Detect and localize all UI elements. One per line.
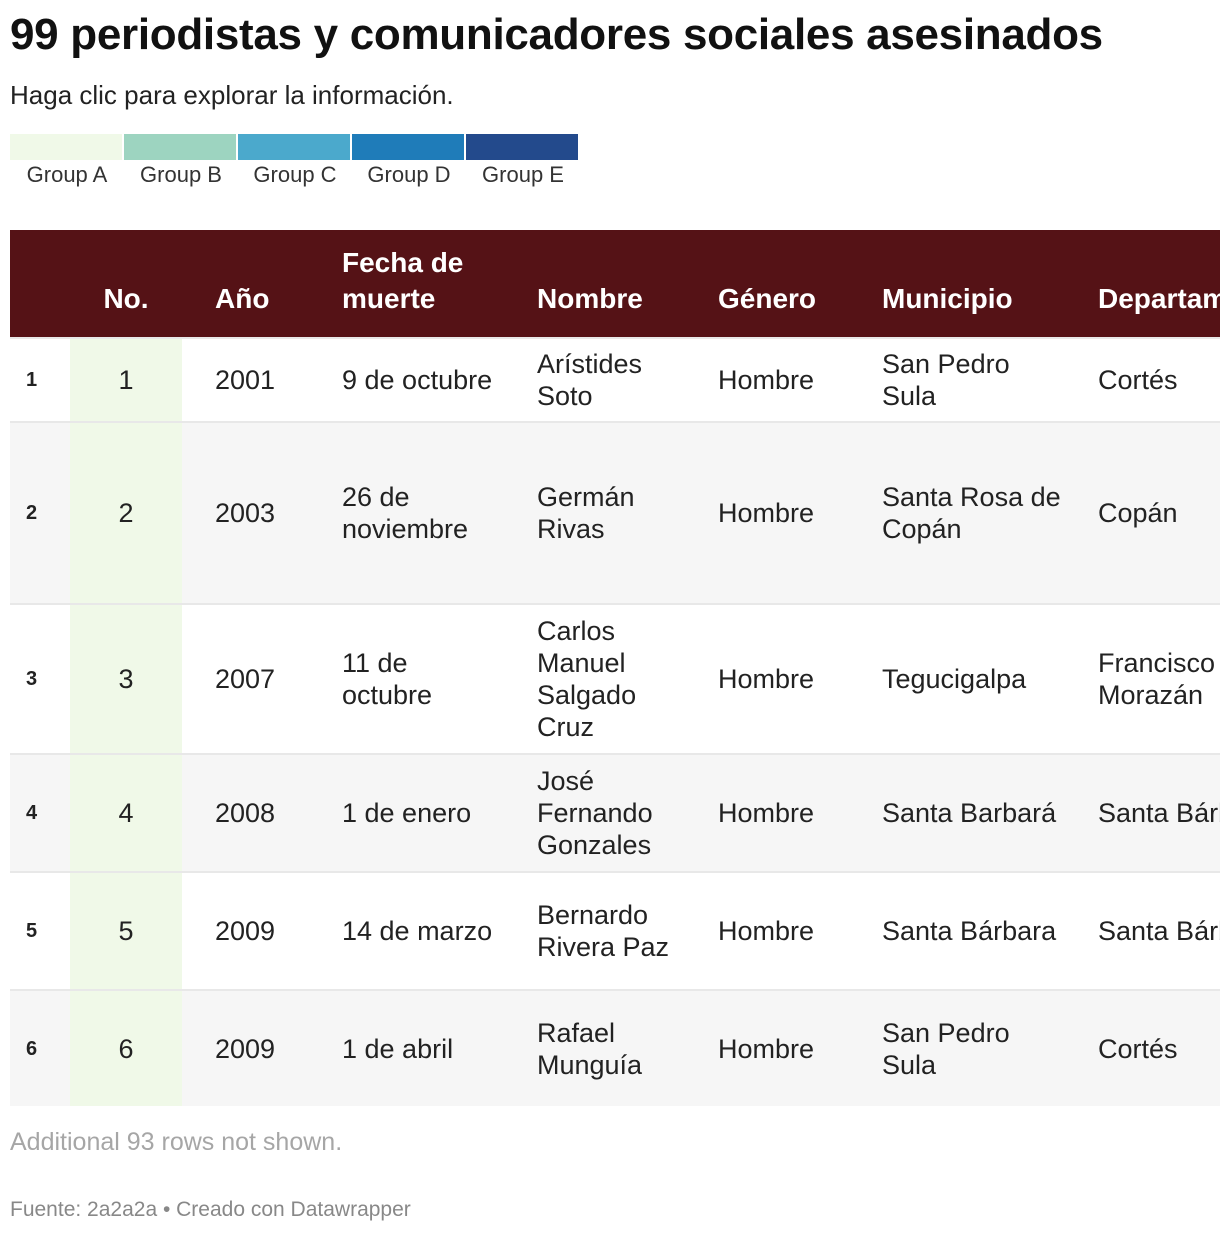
cell-no: 1 xyxy=(70,337,182,422)
legend-label: Group D xyxy=(367,162,451,187)
data-table: No. Año Fecha de muerte Nombre Género Mu… xyxy=(10,230,1220,1106)
cell-municipio: San Pedro Sula xyxy=(849,337,1065,422)
cell-ano: 2008 xyxy=(182,753,309,872)
legend-item-group-a[interactable]: Group A xyxy=(10,134,124,188)
cell-ano: 2001 xyxy=(182,337,309,422)
header-ano[interactable]: Año xyxy=(215,283,270,314)
cell-departamento: Santa Bárbara xyxy=(1065,753,1220,872)
cell-fecha: 1 de enero xyxy=(309,753,504,872)
header-no[interactable]: No. xyxy=(103,283,149,314)
table-row[interactable]: 5 5 2009 14 de marzo Bernardo Rivera Paz Homb… xyxy=(10,871,1220,990)
cell-municipio: San Pedro Sula xyxy=(849,989,1065,1106)
cell-genero: Hombre xyxy=(685,337,849,422)
cell-nombre: Bernardo Rivera Paz xyxy=(504,871,685,990)
chart-subtitle: Haga clic para explorar la información. xyxy=(10,80,454,110)
cell-departamento: Santa Bárbara xyxy=(1065,871,1220,990)
cell-genero: Hombre xyxy=(685,871,849,990)
cell-no: 2 xyxy=(70,421,182,604)
chart-title: 99 periodistas y comunicadores sociales … xyxy=(10,10,1103,59)
source-footer: Fuente: 2a2a2a • Creado con Datawrapper xyxy=(10,1198,411,1221)
cell-genero: Hombre xyxy=(685,421,849,604)
cell-ano: 2009 xyxy=(182,989,309,1106)
row-index: 4 xyxy=(10,753,70,872)
cell-fecha: 1 de abril xyxy=(309,989,504,1106)
header-nombre[interactable]: Nombre xyxy=(537,283,643,314)
cell-genero: Hombre xyxy=(685,753,849,872)
cell-nombre: Rafael Munguía xyxy=(504,989,685,1106)
row-index: 6 xyxy=(10,989,70,1106)
cell-no: 3 xyxy=(70,603,182,754)
cell-fecha: 11 de octubre xyxy=(309,603,504,754)
legend-label: Group E xyxy=(482,162,564,187)
header-fecha[interactable]: Fecha de muerte xyxy=(342,247,464,314)
cell-fecha: 14 de marzo xyxy=(309,871,504,990)
cell-municipio: Santa Barbará xyxy=(849,753,1065,872)
row-index: 5 xyxy=(10,871,70,990)
color-legend: Group A Group B Group C Group D Group E xyxy=(10,134,580,188)
legend-item-group-c[interactable]: Group C xyxy=(238,134,352,188)
table-row[interactable]: 1 1 2001 9 de octubre Arístides Soto Hombre Sa… xyxy=(10,337,1220,422)
cell-nombre: Arístides Soto xyxy=(504,337,685,422)
header-departamento[interactable]: Departamento xyxy=(1098,283,1220,314)
legend-label: Group A xyxy=(26,162,108,187)
cell-departamento: Cortés xyxy=(1065,337,1220,422)
legend-label: Group B xyxy=(140,162,222,187)
cell-departamento: Copán xyxy=(1065,421,1220,604)
cell-fecha: 9 de octubre xyxy=(309,337,504,422)
legend-item-group-e[interactable]: Group E xyxy=(466,134,580,188)
cell-ano: 2003 xyxy=(182,421,309,604)
rows-hidden-note: Additional 93 rows not shown. xyxy=(10,1128,343,1156)
cell-ano: 2007 xyxy=(182,603,309,754)
cell-municipio: Santa Bárbara xyxy=(849,871,1065,990)
legend-swatch xyxy=(124,134,236,160)
legend-label: Group C xyxy=(253,162,337,187)
legend-swatch xyxy=(238,134,350,160)
table-row[interactable]: 3 3 2007 11 de octubre Carlos Manuel Salgado… xyxy=(10,603,1220,754)
table-row[interactable]: 4 4 2008 1 de enero José Fernando Gonzales Ho… xyxy=(10,753,1220,872)
cell-departamento: Francisco Morazán xyxy=(1065,603,1220,754)
header-genero[interactable]: Género xyxy=(718,283,817,314)
header-row-number xyxy=(10,230,70,338)
table-row[interactable]: 6 6 2009 1 de abril Rafael Munguía Hombre San … xyxy=(10,989,1220,1106)
row-index: 3 xyxy=(10,603,70,754)
data-table-container[interactable]: No. Año Fecha de muerte Nombre Género Mu… xyxy=(10,230,1220,1106)
table-row[interactable]: 2 2 2003 26 de noviembre Germán Rivas Hombre S… xyxy=(10,421,1220,604)
cell-ano: 2009 xyxy=(182,871,309,990)
legend-swatch xyxy=(466,134,578,160)
legend-swatch xyxy=(352,134,464,160)
row-index: 1 xyxy=(10,337,70,422)
cell-nombre: Carlos Manuel Salgado Cruz xyxy=(504,603,685,754)
legend-item-group-b[interactable]: Group B xyxy=(124,134,238,188)
cell-no: 5 xyxy=(70,871,182,990)
row-index: 2 xyxy=(10,421,70,604)
cell-nombre: José Fernando Gonzales xyxy=(504,753,685,872)
cell-departamento: Cortés xyxy=(1065,989,1220,1106)
cell-nombre: Germán Rivas xyxy=(504,421,685,604)
header-municipio[interactable]: Municipio xyxy=(882,283,1013,314)
cell-municipio: Tegucigalpa xyxy=(849,603,1065,754)
table-header-row: No. Año Fecha de muerte Nombre Género Mu… xyxy=(10,230,1220,338)
cell-fecha: 26 de noviembre xyxy=(309,421,504,604)
cell-municipio: Santa Rosa de Copán xyxy=(849,421,1065,604)
legend-item-group-d[interactable]: Group D xyxy=(352,134,466,188)
cell-no: 4 xyxy=(70,753,182,872)
cell-genero: Hombre xyxy=(685,603,849,754)
cell-no: 6 xyxy=(70,989,182,1106)
cell-genero: Hombre xyxy=(685,989,849,1106)
legend-swatch xyxy=(10,134,122,160)
